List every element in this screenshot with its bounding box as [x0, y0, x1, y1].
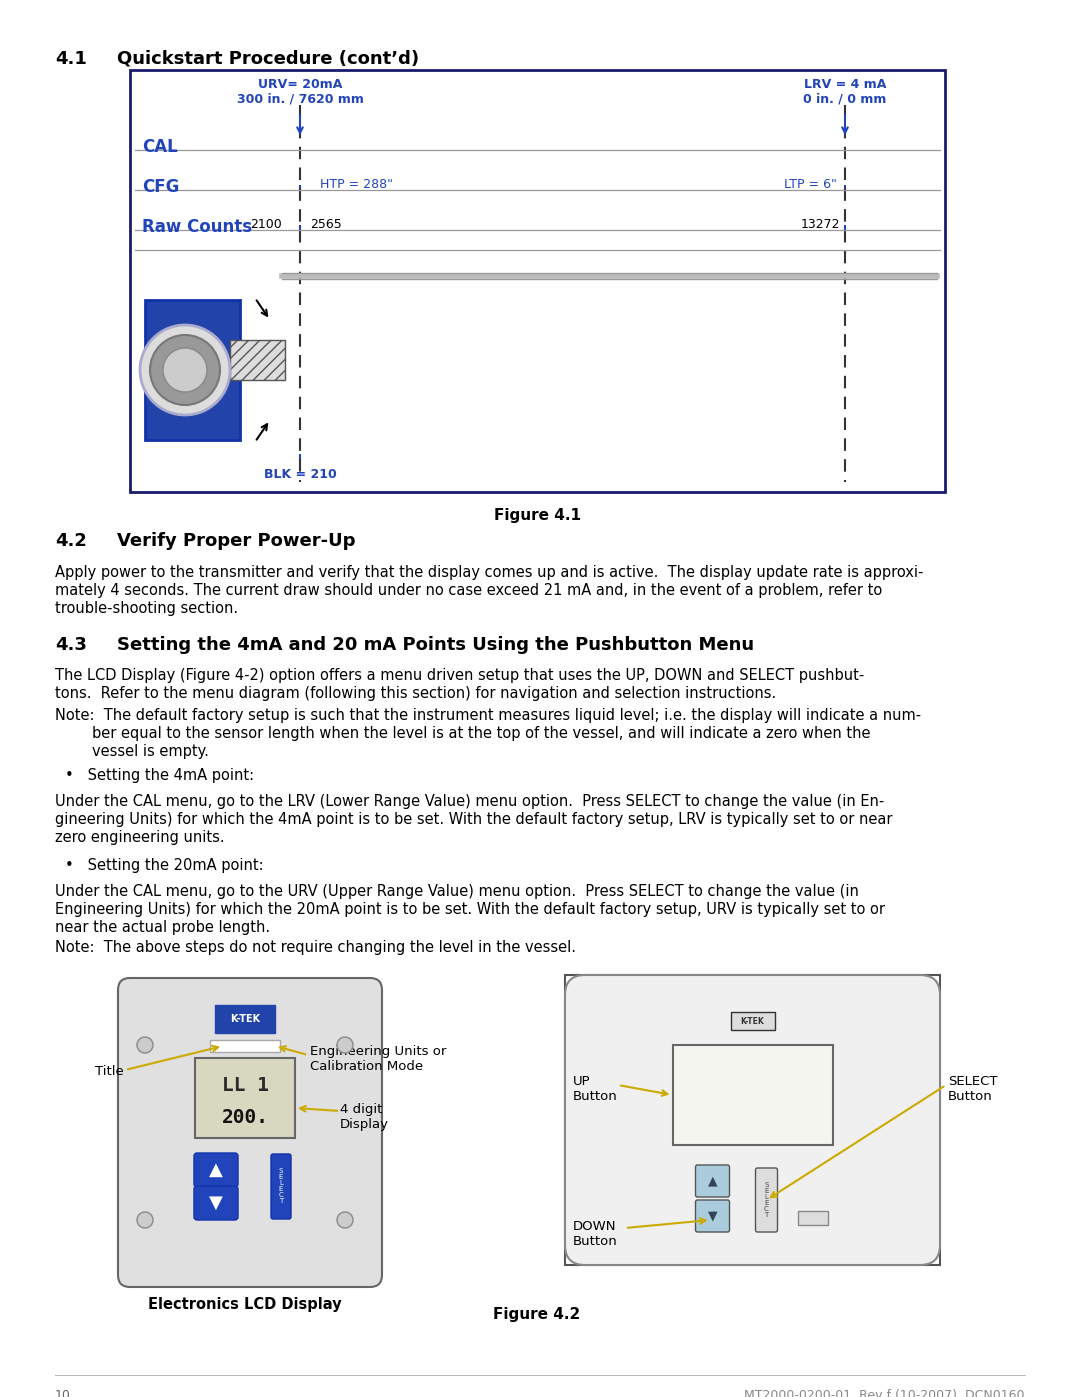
Text: 200.: 200. [221, 1108, 269, 1127]
Text: mately 4 seconds. The current draw should under no case exceed 21 mA and, in the: mately 4 seconds. The current draw shoul… [55, 583, 882, 598]
FancyBboxPatch shape [696, 1200, 729, 1232]
Bar [210, 1039, 280, 1052]
Bar [215, 1004, 275, 1032]
Bar [145, 300, 240, 440]
Text: ber equal to the sensor length when the level is at the top of the vessel, and w: ber equal to the sensor length when the … [55, 726, 870, 740]
Text: 10: 10 [55, 1389, 71, 1397]
Bar [797, 1211, 827, 1225]
Text: Figure 4.2: Figure 4.2 [494, 1308, 581, 1322]
Text: vessel is empty.: vessel is empty. [55, 745, 208, 759]
Text: ▲: ▲ [707, 1175, 717, 1187]
Text: CFG: CFG [141, 177, 179, 196]
FancyBboxPatch shape [271, 1154, 291, 1220]
Text: ▼: ▼ [210, 1194, 222, 1213]
Text: Figure 4.1: Figure 4.1 [494, 509, 581, 522]
Text: LTP = 6": LTP = 6" [784, 177, 837, 191]
Bar [730, 1011, 774, 1030]
Text: Raw Counts: Raw Counts [141, 218, 252, 236]
Text: gineering Units) for which the 4mA point is to be set. With the default factory : gineering Units) for which the 4mA point… [55, 812, 892, 827]
Text: Verify Proper Power-Up: Verify Proper Power-Up [117, 532, 355, 550]
Text: 4 digit
Display: 4 digit Display [340, 1104, 389, 1132]
Text: •   Setting the 20mA point:: • Setting the 20mA point: [65, 858, 264, 873]
Bar [230, 339, 285, 380]
FancyBboxPatch shape [118, 978, 382, 1287]
Bar [565, 975, 940, 1266]
Text: HTP = 288": HTP = 288" [320, 177, 393, 191]
Text: near the actual probe length.: near the actual probe length. [55, 921, 270, 935]
Circle shape [337, 1213, 353, 1228]
FancyBboxPatch shape [565, 975, 940, 1266]
Text: K-TEK: K-TEK [230, 1014, 260, 1024]
Text: CAL: CAL [141, 138, 178, 156]
Text: Setting the 4mA and 20 mA Points Using the Pushbutton Menu: Setting the 4mA and 20 mA Points Using t… [117, 636, 754, 654]
Text: 2565: 2565 [310, 218, 341, 231]
Text: Engineering Units or
Calibration Mode: Engineering Units or Calibration Mode [310, 1045, 446, 1073]
Bar [673, 1045, 833, 1146]
Text: Title: Title [95, 1065, 124, 1078]
FancyBboxPatch shape [194, 1186, 238, 1220]
Circle shape [137, 1037, 153, 1053]
Circle shape [140, 326, 230, 415]
Text: 4.3: 4.3 [55, 636, 86, 654]
Text: 4.2: 4.2 [55, 532, 86, 550]
FancyBboxPatch shape [194, 1153, 238, 1187]
Text: tons.  Refer to the menu diagram (following this section) for navigation and sel: tons. Refer to the menu diagram (followi… [55, 686, 777, 701]
Text: Under the CAL menu, go to the LRV (Lower Range Value) menu option.  Press SELECT: Under the CAL menu, go to the LRV (Lower… [55, 793, 885, 809]
Text: Note:  The default factory setup is such that the instrument measures liquid lev: Note: The default factory setup is such … [55, 708, 921, 724]
Text: UP
Button: UP Button [573, 1076, 618, 1104]
Text: 4.1: 4.1 [55, 50, 86, 68]
Text: Engineering Units) for which the 20mA point is to be set. With the default facto: Engineering Units) for which the 20mA po… [55, 902, 885, 916]
Circle shape [337, 1037, 353, 1053]
Text: Apply power to the transmitter and verify that the display comes up and is activ: Apply power to the transmitter and verif… [55, 564, 923, 580]
Text: •   Setting the 4mA point:: • Setting the 4mA point: [65, 768, 254, 782]
Text: Under the CAL menu, go to the URV (Upper Range Value) menu option.  Press SELECT: Under the CAL menu, go to the URV (Upper… [55, 884, 859, 900]
Text: LRV = 4 mA
0 in. / 0 mm: LRV = 4 mA 0 in. / 0 mm [804, 78, 887, 106]
Text: BLK = 210: BLK = 210 [264, 468, 336, 481]
Text: DOWN
Button: DOWN Button [573, 1220, 618, 1248]
Text: ▲: ▲ [210, 1161, 222, 1179]
Bar [195, 1058, 295, 1139]
Text: URV= 20mA
300 in. / 7620 mm: URV= 20mA 300 in. / 7620 mm [237, 78, 364, 106]
Text: SELECT
Button: SELECT Button [948, 1076, 998, 1104]
Text: K-TEK: K-TEK [741, 1017, 765, 1025]
Text: Note:  The above steps do not require changing the level in the vessel.: Note: The above steps do not require cha… [55, 940, 576, 956]
Text: ▼: ▼ [707, 1210, 717, 1222]
FancyBboxPatch shape [696, 1165, 729, 1197]
Text: The LCD Display (Figure 4-2) option offers a menu driven setup that uses the UP,: The LCD Display (Figure 4-2) option offe… [55, 668, 864, 683]
Text: 13272: 13272 [800, 218, 840, 231]
Text: Electronics LCD Display: Electronics LCD Display [148, 1296, 341, 1312]
Circle shape [163, 348, 207, 393]
Text: trouble-shooting section.: trouble-shooting section. [55, 601, 238, 616]
Circle shape [150, 335, 220, 405]
Text: S
E
L
E
C
T: S E L E C T [765, 1182, 769, 1218]
Bar [130, 70, 945, 492]
Text: S
E
L
E
C
T: S E L E C T [279, 1168, 283, 1204]
FancyBboxPatch shape [756, 1168, 778, 1232]
Text: zero engineering units.: zero engineering units. [55, 830, 225, 845]
Text: LL 1: LL 1 [221, 1076, 269, 1095]
Text: Quickstart Procedure (cont’d): Quickstart Procedure (cont’d) [117, 50, 419, 68]
Text: MT2000-0200-01  Rev f (10-2007)  DCN0160: MT2000-0200-01 Rev f (10-2007) DCN0160 [744, 1389, 1025, 1397]
Text: 2100: 2100 [251, 218, 282, 231]
Circle shape [137, 1213, 153, 1228]
